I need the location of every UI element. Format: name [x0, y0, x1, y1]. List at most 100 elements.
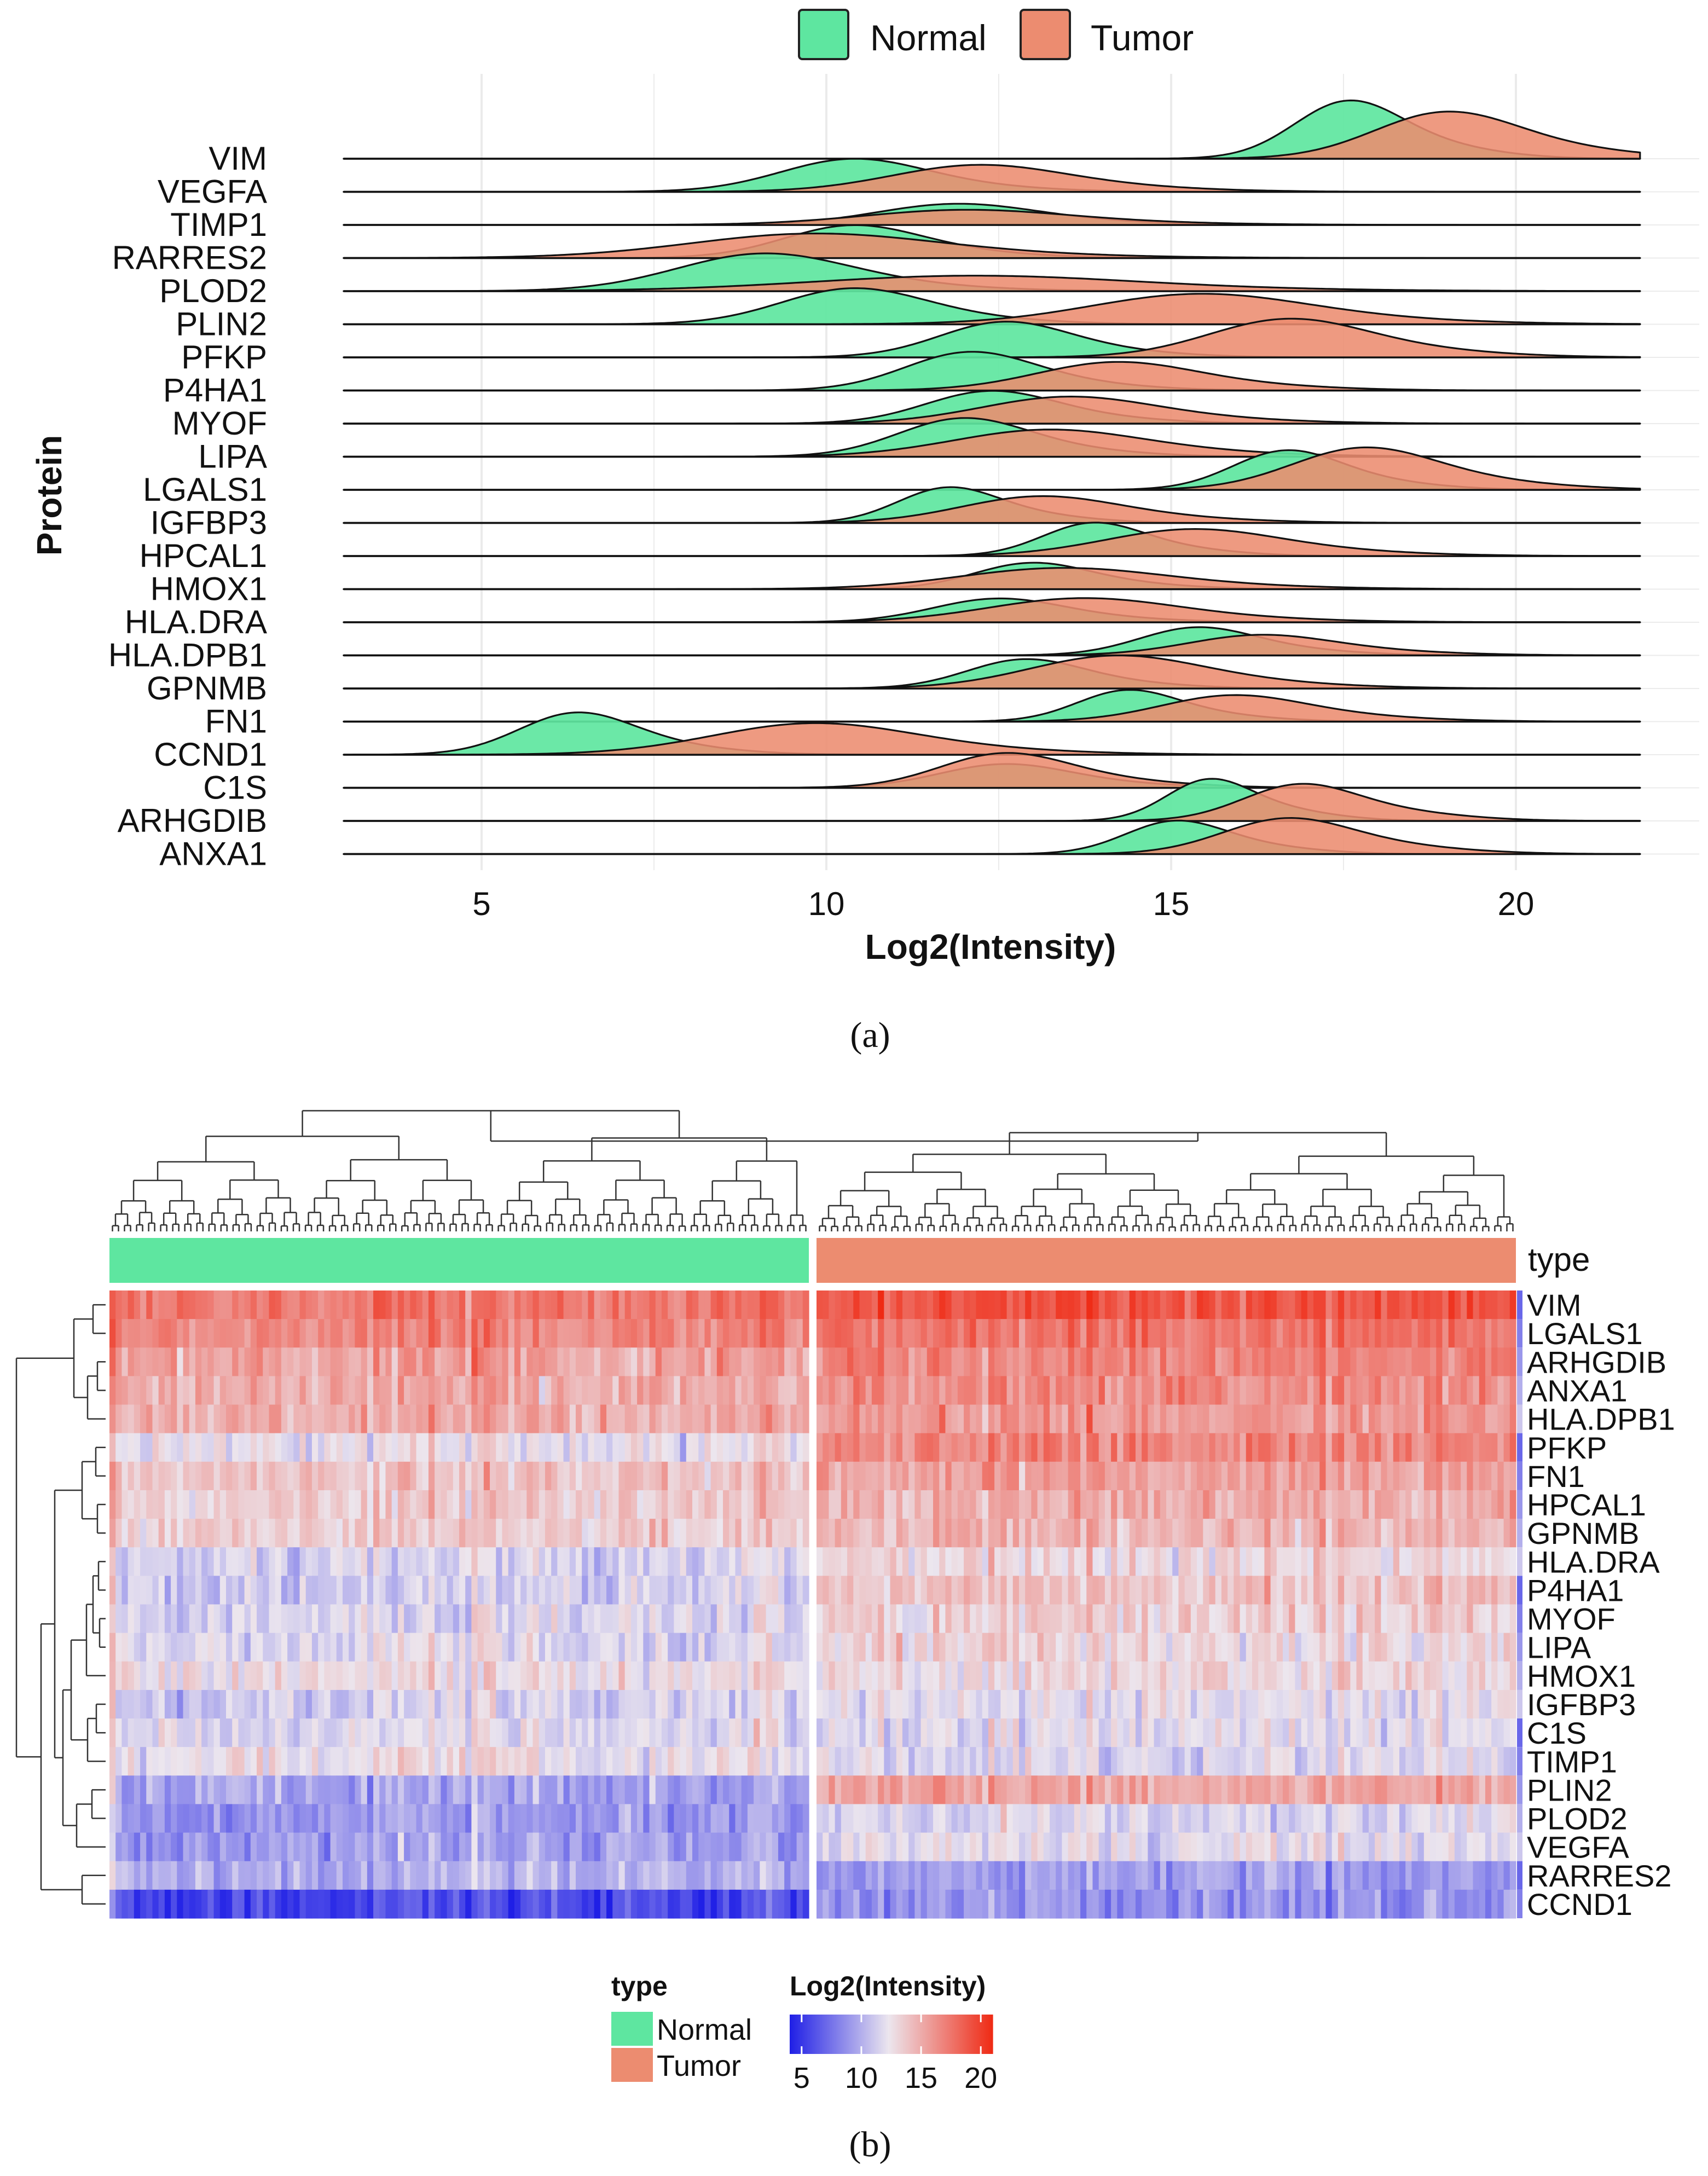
heatmap-cell	[447, 1461, 454, 1491]
heatmap-cell	[226, 1747, 233, 1776]
heatmap-cell	[551, 1347, 558, 1377]
heatmap-cell	[723, 1376, 729, 1405]
heatmap-cell	[526, 1889, 534, 1919]
heatmap-cell	[612, 1404, 619, 1434]
heatmap-cell	[459, 1861, 466, 1890]
heatmap-cell	[177, 1689, 184, 1719]
heatmap-cell	[201, 1661, 208, 1691]
heatmap-cell	[704, 1832, 711, 1862]
heatmap-cell	[884, 1604, 891, 1634]
heatmap-cell	[1289, 1519, 1296, 1548]
heatmap-cell	[1276, 1490, 1283, 1519]
heatmap-cell	[311, 1861, 319, 1890]
heatmap-cell	[1362, 1633, 1369, 1662]
heatmap-cell	[532, 1604, 540, 1634]
heatmap-cell	[526, 1547, 534, 1576]
heatmap-cell	[128, 1347, 135, 1377]
heatmap-cell	[177, 1633, 184, 1662]
heatmap-cell	[269, 1832, 276, 1862]
heatmap-cell	[1184, 1576, 1191, 1605]
heatmap-cell	[121, 1661, 129, 1691]
heatmap-cell	[588, 1433, 595, 1462]
heatmap-cell	[1319, 1461, 1327, 1491]
heatmap-cell	[741, 1861, 748, 1890]
heatmap-cell	[287, 1747, 294, 1776]
heatmap-cell	[1387, 1490, 1394, 1519]
heatmap-cell	[281, 1376, 288, 1405]
heatmap-cell	[532, 1661, 540, 1691]
heatmap-cell	[355, 1347, 362, 1377]
heatmap-cell	[355, 1861, 362, 1890]
heatmap-cell	[238, 1747, 245, 1776]
heatmap-cell	[1080, 1461, 1087, 1491]
heatmap-cell	[128, 1747, 135, 1776]
heatmap-cell	[1098, 1604, 1105, 1634]
heatmap-cell	[299, 1747, 306, 1776]
heatmap-cell	[219, 1661, 227, 1691]
heatmap-cell	[1178, 1461, 1185, 1491]
heatmap-cell	[847, 1347, 854, 1377]
heatmap-cell	[637, 1376, 644, 1405]
heatmap-cell	[257, 1718, 263, 1747]
heatmap-cell	[1092, 1404, 1099, 1434]
heatmap-cell	[410, 1718, 417, 1747]
heatmap-cell	[397, 1433, 404, 1462]
heatmap-cell	[324, 1832, 331, 1862]
heatmap-cell	[835, 1576, 842, 1605]
heatmap-cell	[526, 1689, 534, 1719]
heatmap-cell	[140, 1633, 147, 1662]
heatmap-cell	[219, 1689, 227, 1719]
heatmap-cell	[1043, 1461, 1050, 1491]
heatmap-cell	[219, 1576, 227, 1605]
heatmap-cell	[1473, 1290, 1480, 1320]
heatmap-cell	[994, 1519, 1001, 1548]
heatmap-cell	[373, 1519, 380, 1548]
heatmap-cell	[878, 1376, 884, 1405]
heatmap-cell	[735, 1319, 742, 1348]
heatmap-cell	[1160, 1633, 1167, 1662]
heatmap-cell	[1344, 1404, 1351, 1434]
heatmap-cell	[121, 1461, 129, 1491]
heatmap-cell	[471, 1519, 478, 1548]
heatmap-cell	[305, 1519, 312, 1548]
heatmap-cell	[551, 1376, 558, 1405]
heatmap-cell	[269, 1861, 276, 1890]
heatmap-cell	[896, 1319, 903, 1348]
heatmap-cell	[1221, 1519, 1228, 1548]
heatmap-cell	[109, 1576, 116, 1605]
heatmap-cell	[134, 1633, 141, 1662]
heatmap-cell	[219, 1519, 227, 1548]
heatmap-cell	[1037, 1319, 1044, 1348]
heatmap-cell	[232, 1633, 239, 1662]
heatmap-cell	[588, 1604, 595, 1634]
heatmap-cell	[766, 1718, 773, 1747]
heatmap-cell	[391, 1547, 398, 1576]
heatmap-cell	[1142, 1347, 1148, 1377]
heatmap-cell	[692, 1319, 699, 1348]
heatmap-cell	[1393, 1490, 1400, 1519]
heatmap-cell	[1117, 1490, 1124, 1519]
heatmap-cell	[927, 1319, 934, 1348]
heatmap-cell	[735, 1404, 742, 1434]
heatmap-cell	[569, 1689, 576, 1719]
heatmap-cell	[588, 1347, 595, 1377]
heatmap-cell	[539, 1319, 546, 1348]
heatmap-cell	[829, 1404, 836, 1434]
heatmap-cell	[502, 1661, 509, 1691]
heatmap-cell	[238, 1718, 245, 1747]
heatmap-cell	[213, 1461, 221, 1491]
heatmap-cell	[263, 1775, 270, 1805]
heatmap-cell	[502, 1775, 509, 1805]
heatmap-cell	[416, 1718, 423, 1747]
heatmap-cell	[1344, 1547, 1351, 1576]
heatmap-cell	[1283, 1461, 1289, 1491]
heatmap-cell	[502, 1804, 509, 1833]
heatmap-cell	[343, 1747, 349, 1776]
heatmap-cell	[790, 1519, 797, 1548]
heatmap-cell	[563, 1775, 570, 1805]
heatmap-cell	[551, 1661, 558, 1691]
heatmap-cell	[1148, 1347, 1155, 1377]
heatmap-cell	[293, 1376, 300, 1405]
heatmap-cell	[502, 1576, 509, 1605]
heatmap-cell	[649, 1290, 656, 1320]
